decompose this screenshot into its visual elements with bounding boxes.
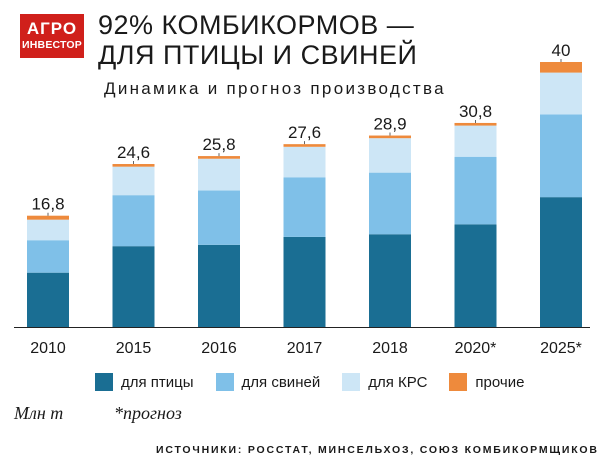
stacked-bar-chart: 16,8 2010 24,6 2015 25,8 2016 27,6 2017 28,9 2018…	[14, 41, 590, 357]
chart-legend: для птицы для свиней для КРС прочие	[95, 373, 546, 391]
bar-segment-2020-series-3	[454, 122, 497, 126]
bar-segment-2016-series-0	[198, 244, 240, 327]
bar-segment-2018-series-0	[369, 234, 411, 327]
legend-label-2: для КРС	[368, 373, 428, 391]
bar-segment-2020-series-2	[454, 125, 497, 157]
bar-segment-2018-series-3	[369, 135, 411, 139]
category-label-2018: 2018	[372, 340, 408, 357]
chart-title: 92% КОМБИКОРМОВ — ДЛЯ ПТИЦЫ И СВИНЕЙ	[98, 10, 417, 70]
forecast-note: *прогноз	[114, 403, 182, 423]
bar-segment-2020-series-1	[454, 156, 497, 225]
bar-segment-2016-series-3	[198, 156, 240, 159]
legend-swatch-2	[342, 373, 361, 391]
total-label-2017: 27,6	[288, 123, 321, 142]
total-label-2010: 16,8	[31, 195, 64, 214]
bar-segment-2010-series-0	[27, 272, 69, 327]
legend-label-3: прочие	[475, 373, 525, 391]
legend-label-1: для свиней	[241, 373, 321, 391]
bar-segment-2017-series-0	[283, 236, 326, 327]
unit-label: Млн т	[14, 403, 64, 423]
source-note: ИСТОЧНИКИ: РОССТАТ, МИНСЕЛЬХОЗ, СОЮЗ КОМ…	[156, 444, 599, 456]
chart-title-line1: 92% КОМБИКОРМОВ —	[98, 10, 415, 40]
total-label-2018: 28,9	[373, 115, 406, 134]
category-label-2016: 2016	[201, 340, 237, 357]
bar-segment-2015-series-2	[112, 166, 155, 196]
logo-line1: АГРО	[26, 19, 78, 38]
category-label-2020: 2020*	[455, 340, 497, 357]
logo-line2: ИНВЕСТОР	[22, 39, 82, 51]
legend-swatch-1	[215, 373, 234, 391]
bar-segment-2015-series-0	[112, 246, 155, 327]
bar-segment-2025-series-1	[540, 114, 582, 198]
legend-label-0: для птицы	[121, 373, 194, 391]
legend-item-0: для птицы	[95, 373, 194, 391]
total-label-2020: 30,8	[459, 102, 492, 121]
bar-segment-2010-series-1	[27, 240, 69, 273]
bar-segment-2017-series-2	[283, 146, 326, 178]
bar-segment-2025-series-3	[540, 62, 582, 73]
chart-title-line2: ДЛЯ ПТИЦЫ И СВИНЕЙ	[98, 40, 418, 70]
legend-item-3: прочие	[449, 373, 524, 391]
bar-segment-2010-series-2	[27, 219, 69, 241]
total-label-2025: 40	[552, 41, 571, 60]
bar-segment-2010-series-3	[27, 215, 69, 220]
bar-segment-2025-series-2	[540, 72, 582, 115]
bar-segment-2016-series-1	[198, 190, 240, 245]
bar-segment-2018-series-1	[369, 172, 411, 235]
total-label-2015: 24,6	[117, 143, 150, 162]
total-label-2016: 25,8	[202, 135, 235, 154]
category-label-2025: 2025*	[540, 340, 582, 357]
bar-segment-2017-series-3	[283, 144, 326, 147]
legend-item-1: для свиней	[215, 373, 321, 391]
bar-segment-2015-series-3	[112, 164, 155, 167]
category-label-2017: 2017	[287, 340, 323, 357]
category-label-2010: 2010	[30, 340, 66, 357]
bar-segment-2016-series-2	[198, 158, 240, 191]
bar-segment-2015-series-1	[112, 195, 155, 247]
legend-item-2: для КРС	[342, 373, 427, 391]
legend-swatch-3	[449, 373, 468, 391]
agroinvestor-logo: АГРО ИНВЕСТОР	[20, 14, 84, 58]
bar-segment-2020-series-0	[454, 224, 497, 327]
category-label-2015: 2015	[116, 340, 152, 357]
bar-segment-2018-series-2	[369, 138, 411, 173]
bar-segment-2025-series-0	[540, 197, 582, 327]
legend-swatch-0	[95, 373, 113, 391]
bar-segment-2017-series-1	[283, 177, 326, 237]
chart-subtitle: Динамика и прогноз производства	[104, 79, 446, 98]
